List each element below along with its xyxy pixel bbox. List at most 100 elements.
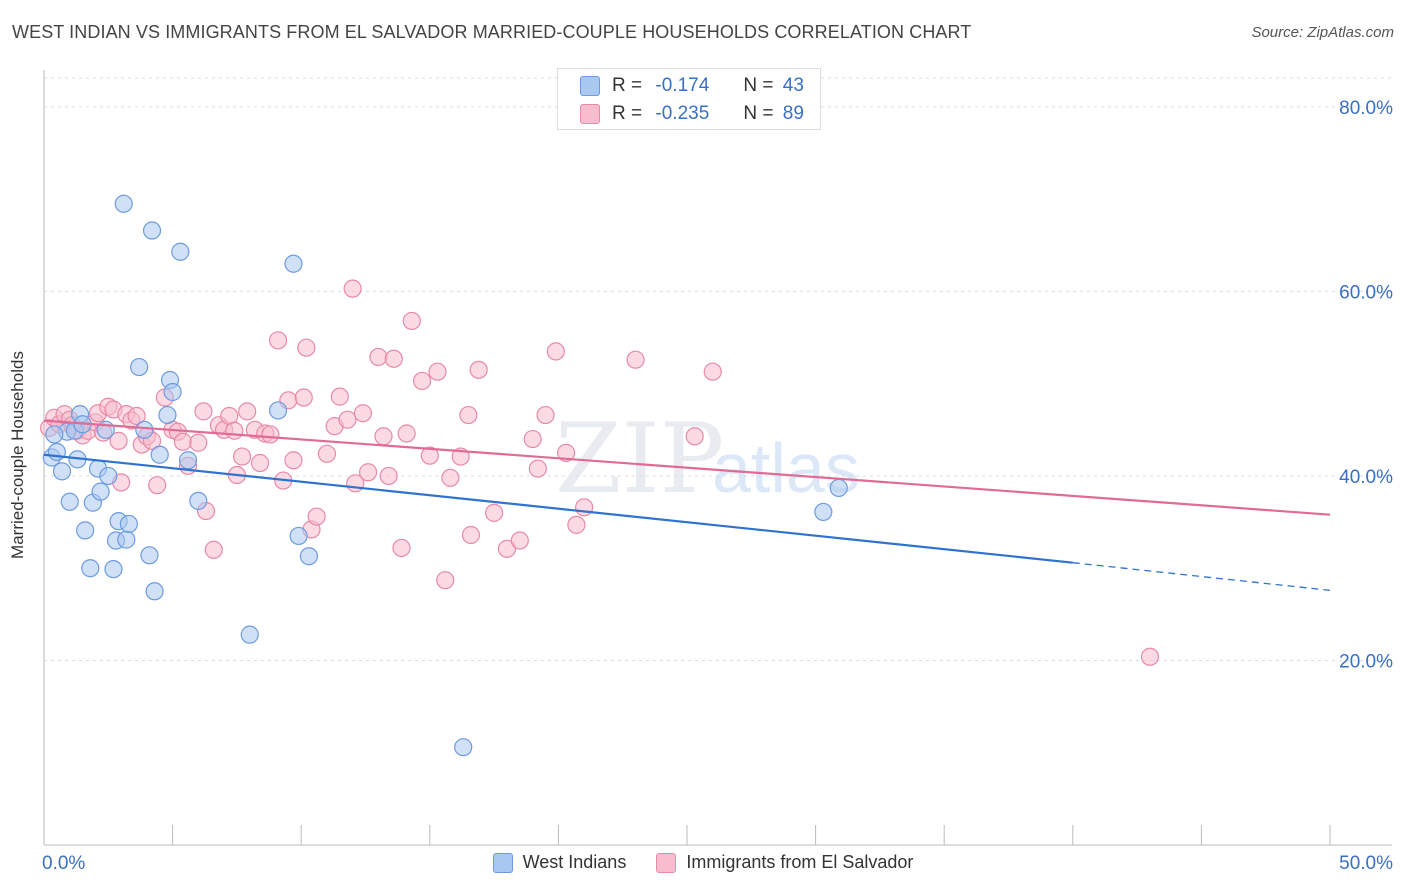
data-point-el-salvador <box>173 432 192 451</box>
data-point-el-salvador <box>497 539 517 558</box>
n-label: N = <box>743 103 774 124</box>
data-point-west-indians <box>52 462 72 481</box>
data-point-el-salvador <box>412 371 432 391</box>
data-point-el-salvador <box>402 311 421 331</box>
y-tick-label: 40.0% <box>1339 467 1393 488</box>
data-point-el-salvador <box>338 410 357 429</box>
data-point-el-salvador <box>392 538 411 558</box>
series-legend: West Indians Immigrants from El Salvador <box>0 852 1406 873</box>
data-point-el-salvador <box>307 507 326 526</box>
data-point-west-indians <box>284 254 303 273</box>
data-point-el-salvador <box>353 404 373 423</box>
data-point-el-salvador <box>575 498 594 517</box>
data-point-west-indians <box>171 242 190 261</box>
data-point-west-indians <box>150 445 169 464</box>
data-point-west-indians <box>145 582 164 601</box>
data-point-west-indians <box>81 559 100 578</box>
data-point-el-salvador <box>358 463 378 482</box>
data-point-west-indians <box>289 526 308 546</box>
data-point-el-salvador <box>441 468 460 487</box>
data-point-west-indians <box>117 530 136 549</box>
data-point-west-indians <box>76 521 95 540</box>
data-point-west-indians <box>135 420 154 439</box>
data-point-west-indians <box>189 491 208 510</box>
data-point-west-indians <box>178 451 198 470</box>
data-point-el-salvador <box>317 444 337 463</box>
data-point-el-salvador <box>225 421 244 440</box>
legend-label-west-indians: West Indians <box>522 852 627 872</box>
n-label: N = <box>743 75 774 96</box>
data-point-el-salvador <box>127 406 146 426</box>
data-point-el-salvador <box>232 447 252 466</box>
data-point-west-indians <box>130 357 149 377</box>
data-point-el-salvador <box>268 331 288 350</box>
data-point-west-indians <box>47 442 66 462</box>
data-point-west-indians <box>299 547 319 566</box>
data-point-el-salvador <box>461 525 481 545</box>
data-point-el-salvador <box>148 476 167 495</box>
data-point-el-salvador <box>626 350 645 369</box>
r-label: R = <box>612 75 643 96</box>
data-point-el-salvador <box>528 459 547 478</box>
data-point-el-salvador <box>297 338 316 357</box>
data-point-el-salvador <box>546 342 565 361</box>
data-point-west-indians <box>240 625 259 644</box>
x-tick-label-max: 50.0% <box>1339 853 1393 874</box>
data-point-west-indians <box>104 560 123 579</box>
axes <box>43 70 1392 846</box>
data-point-west-indians <box>814 502 833 522</box>
legend-item-el-salvador[interactable]: Immigrants from El Salvador <box>656 852 913 873</box>
x-tick-label-min: 0.0% <box>42 853 85 874</box>
data-point-west-indians <box>45 425 64 444</box>
data-point-el-salvador <box>436 571 455 590</box>
data-point-el-salvador <box>384 349 403 368</box>
data-point-el-salvador <box>109 431 128 450</box>
data-point-el-salvador <box>536 405 555 425</box>
watermark: ZIP atlas <box>555 403 860 515</box>
y-tick-label: 80.0% <box>1339 98 1393 119</box>
data-point-el-salvador <box>261 425 280 444</box>
stats-legend: R = -0.174 N = 43 R = -0.235 N = 89 <box>557 68 821 130</box>
data-point-west-indians <box>91 482 110 501</box>
data-point-el-salvador <box>567 515 586 534</box>
data-point-west-indians <box>142 221 162 240</box>
data-point-west-indians <box>454 738 473 757</box>
data-point-west-indians <box>99 466 118 486</box>
trend-line-el-salvador <box>43 419 1331 516</box>
data-point-west-indians <box>268 401 288 420</box>
x-tick-labels: 0.0% 50.0% <box>42 853 1393 874</box>
data-point-el-salvador <box>194 402 213 421</box>
data-point-el-salvador <box>238 402 257 421</box>
data-point-west-indians <box>829 478 848 498</box>
data-point-el-salvador <box>379 466 398 486</box>
data-point-west-indians <box>158 405 177 425</box>
data-point-west-indians <box>60 492 79 511</box>
y-tick-label: 20.0% <box>1339 651 1393 672</box>
data-point-el-salvador <box>294 388 313 407</box>
y-tick-label: 60.0% <box>1339 282 1393 303</box>
data-point-el-salvador <box>330 387 349 406</box>
data-point-el-salvador <box>469 360 488 379</box>
r-label: R = <box>612 103 643 124</box>
data-point-el-salvador <box>204 540 223 559</box>
legend-item-west-indians[interactable]: West Indians <box>492 852 627 873</box>
stats-row-west-indians: R = -0.174 N = 43 <box>580 73 804 99</box>
data-point-el-salvador <box>189 433 208 452</box>
data-point-west-indians <box>140 546 159 565</box>
source-label: Source: ZipAtlas.com <box>1251 24 1394 41</box>
trend-lines <box>43 419 1331 592</box>
data-point-el-salvador <box>250 453 270 473</box>
stats-swatch-el-salvador <box>580 104 600 124</box>
data-point-el-salvador <box>557 443 576 462</box>
n-value: 89 <box>782 103 804 124</box>
stats-swatch-west-indians <box>580 76 600 96</box>
data-point-el-salvador <box>420 446 439 465</box>
stats-row-el-salvador: R = -0.235 N = 89 <box>580 101 804 127</box>
legend-label-el-salvador: Immigrants from El Salvador <box>686 852 914 872</box>
y-axis-label: Married-couple Households <box>8 351 27 559</box>
legend-swatch-west-indians <box>492 852 513 873</box>
data-point-el-salvador <box>369 347 388 367</box>
chart-title: WEST INDIAN VS IMMIGRANTS FROM EL SALVAD… <box>12 22 972 42</box>
legend-swatch-el-salvador <box>656 852 677 873</box>
